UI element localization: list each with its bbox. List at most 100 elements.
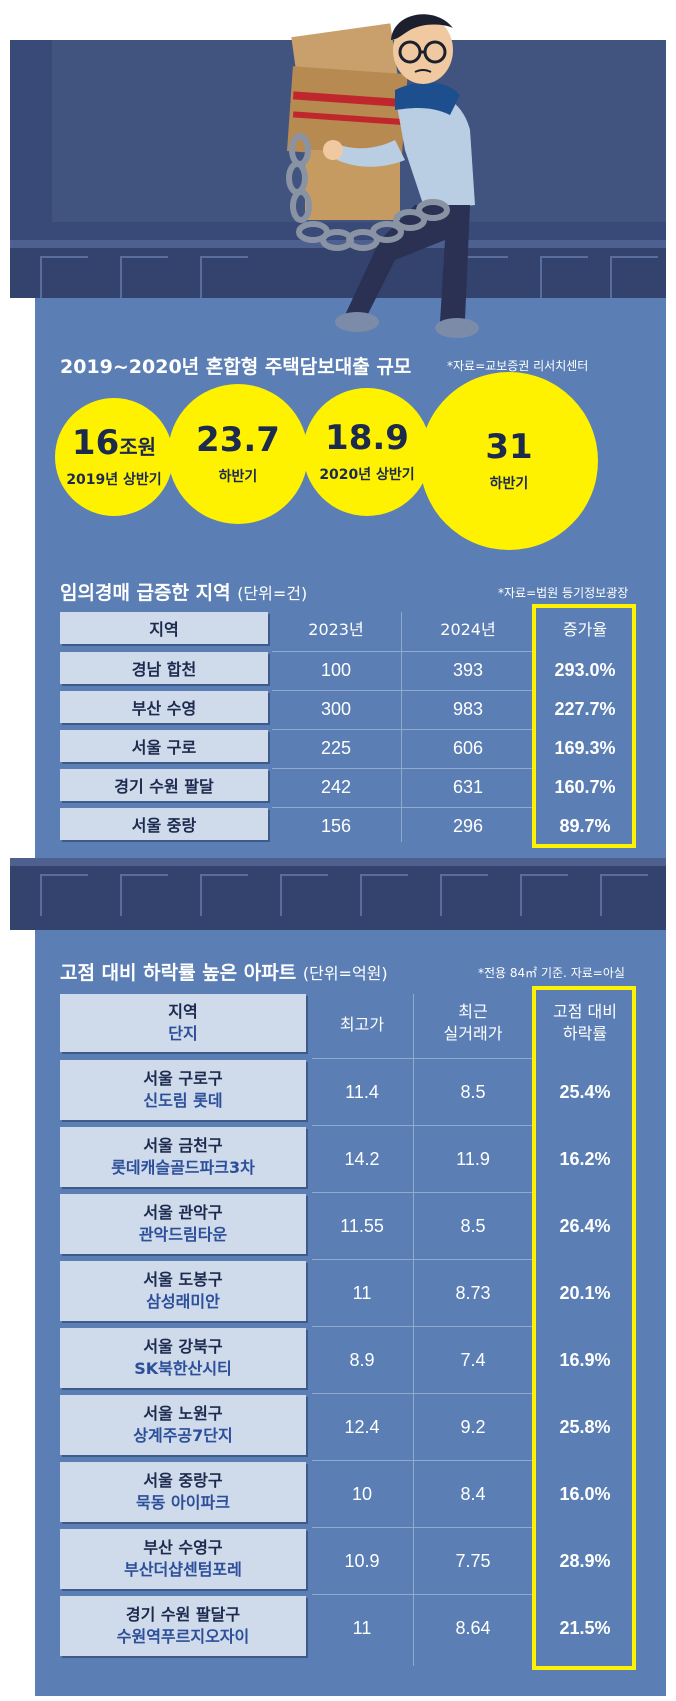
apt-row-complex: 관악드림타운 [138,1225,228,1244]
apt-row-peak: 11.55 [340,1215,384,1236]
apt-row-region: 서울 금천구 롯데캐슬골드파크3차 [60,1127,306,1187]
apt-header-recent-line2: 실거래가 [443,1024,503,1043]
apt-row-peak: 11 [352,1282,372,1303]
apt-row-region: 서울 노원구 상계주공7단지 [60,1395,306,1455]
divider [312,1259,534,1260]
auction-row-2023: 242 [320,776,352,797]
auction-row-region: 서울 중랑 [60,808,268,840]
apt-row-peak: 12.4 [344,1416,380,1437]
apt-unit: (단위=억원) [302,964,388,983]
man-with-chained-boxes-illustration [286,14,479,338]
circle-label: 하반기 [218,468,258,485]
band-mark [520,874,568,916]
apt-row-recent: 7.4 [460,1349,486,1370]
apt-row-peak: 14.2 [344,1148,380,1169]
auction-header-rate: 증가율 [562,620,608,639]
divider [312,1125,534,1126]
band-mark [360,874,408,916]
apt-row-region: 서울 구로구 신도림 롯데 [60,1060,306,1120]
auction-title: 임의경매 급증한 지역 [60,582,231,604]
ledge-mark [610,256,658,298]
apt-row-complex: 수원역푸르지오자이 [116,1627,250,1646]
auction-row-region: 부산 수영 [60,691,268,723]
divider [312,1527,534,1528]
apt-row-recent: 8.73 [455,1282,491,1303]
circle-value: 23.7 [196,420,280,461]
chain-icon [286,133,450,251]
auction-row-2023: 156 [320,815,352,836]
floor-band-edge [10,858,666,866]
auction-row-2024: 983 [452,698,484,719]
apt-row-district: 부산 수영구 [143,1538,223,1558]
auction-section-title: 임의경매 급증한 지역 (단위=건) [60,578,307,605]
apt-row-recent: 9.2 [460,1416,486,1437]
apt-row-complex: 삼성래미안 [146,1292,220,1311]
band-mark [200,874,248,916]
apt-row-drop: 16.0% [559,1483,611,1504]
auction-row-region: 경남 합천 [60,652,268,684]
divider [312,1326,534,1327]
apt-header-drop-line2: 하락률 [562,1024,608,1043]
divider [272,690,536,691]
apt-row-region: 서울 도봉구 삼성래미안 [60,1261,306,1321]
apt-row-drop: 25.8% [559,1416,611,1437]
band-mark [280,874,328,916]
apt-row-peak: 10.9 [344,1550,380,1571]
apt-row-drop: 20.1% [559,1282,611,1303]
loan-source: *자료=교보증권 리서치센터 [447,359,589,373]
apt-header-drop-line1: 고점 대비 [553,1002,617,1022]
apt-header-recent: 최근 실거래가 [416,994,530,1052]
roof-ledge-edge [10,240,666,248]
apt-row-peak: 11 [352,1617,372,1638]
apt-row-peak: 10 [351,1483,373,1504]
auction-row-2023: 225 [320,737,352,758]
divider [312,1460,534,1461]
apt-source: *전용 84㎡ 기준. 자료=아실 [478,966,625,980]
ledge-mark [540,256,588,298]
auction-unit: (단위=건) [237,584,308,603]
divider [312,1192,534,1193]
apt-row-recent: 8.5 [460,1081,486,1102]
apt-row-region: 서울 강북구 SK북한산시티 [60,1328,306,1388]
apt-row-district: 서울 중랑구 [143,1471,223,1491]
auction-row-rate: 89.7% [559,815,611,836]
apt-section-title: 고점 대비 하락률 높은 아파트 (단위=억원) [60,958,388,985]
circle-value: 18.9 [325,418,409,459]
auction-source: *자료=법원 등기정보광장 [498,586,629,600]
apt-header-recent-line1: 최근 [458,1002,488,1022]
loan-section-title: 2019~2020년 혼합형 주택담보대출 규모 [60,356,412,378]
apt-row-complex: 롯데캐슬골드파크3차 [111,1158,255,1177]
auction-header-2023: 2023년 [308,620,364,639]
circle-label: 2020년 상반기 [319,466,415,483]
divider [312,1058,534,1059]
auction-row-2024: 631 [452,776,484,797]
divider [272,768,536,769]
apt-header-peak: 최고가 [339,1015,385,1034]
divider [272,807,536,808]
auction-row-region: 서울 구로 [60,730,268,762]
circle-unit: 조원 [119,435,157,460]
apt-row-peak: 8.9 [349,1349,375,1370]
apt-row-district: 서울 강북구 [143,1337,223,1357]
divider [272,729,536,730]
divider [413,994,414,1666]
apt-row-district: 경기 수원 팔달구 [125,1605,241,1625]
apt-row-region: 부산 수영구 부산더샵센텀포레 [60,1529,306,1589]
band-mark [440,874,488,916]
apt-row-complex: 묵동 아이파크 [136,1493,230,1512]
rate-highlight-box [532,604,636,848]
apt-row-drop: 28.9% [559,1550,611,1571]
floor-band [10,858,666,930]
apt-row-recent: 8.5 [460,1215,486,1236]
apt-row-complex: SK북한산시티 [134,1359,232,1378]
apt-row-recent: 8.4 [460,1483,486,1504]
auction-row-rate: 293.0% [554,659,616,680]
band-mark [120,874,168,916]
ledge-mark [200,256,248,298]
auction-row-rate: 227.7% [554,698,616,719]
apt-row-recent: 11.9 [456,1148,490,1169]
auction-row-2024: 296 [452,815,484,836]
apt-row-region: 경기 수원 팔달구 수원역푸르지오자이 [60,1596,306,1656]
auction-row-region: 경기 수원 팔달 [60,769,268,801]
apt-row-district: 서울 노원구 [143,1404,223,1424]
